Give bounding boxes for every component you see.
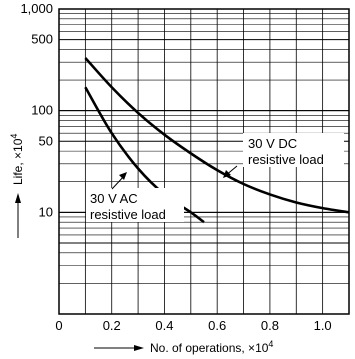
x-axis-arrow — [94, 345, 144, 351]
y-axis-label: Life, ×104 — [9, 134, 25, 185]
y-tick-label: 1,000 — [20, 1, 53, 16]
y-tick-label: 50 — [39, 133, 53, 148]
dc-label-line2: resistive load — [248, 152, 324, 167]
y-tick-label: 500 — [31, 32, 53, 47]
x-axis-label: No. of operations, ×104 — [150, 339, 273, 355]
y-tick-label: 10 — [39, 204, 53, 219]
y-axis-arrow — [15, 193, 21, 238]
series-line-dc — [84, 57, 350, 214]
x-tick-labels: 0 0.2 0.4 0.6 0.8 1.0 — [55, 318, 331, 333]
curves — [84, 57, 350, 224]
x-axis-label-exponent: 4 — [268, 339, 273, 349]
y-tick-label: 100 — [31, 103, 53, 118]
y-axis-label-text: Life, ×10 — [11, 138, 25, 185]
dc-annotation: 30 V DC resistive load — [223, 133, 344, 178]
y-axis-label-exponent: 4 — [9, 134, 19, 139]
x-tick-label: 0.2 — [103, 318, 121, 333]
svg-text:Life, ×104: Life, ×104 — [9, 134, 25, 185]
x-tick-label: 0.6 — [208, 318, 226, 333]
ac-label-line1: 30 V AC — [90, 191, 138, 206]
x-axis-label-text: No. of operations, ×10 — [150, 341, 269, 355]
dc-label-line1: 30 V DC — [248, 136, 297, 151]
series-line-ac — [84, 86, 205, 224]
ac-annotation: 30 V AC resistive load — [86, 172, 184, 222]
y-tick-labels: 10 50 100 500 1,000 — [20, 1, 53, 219]
ac-label-line2: resistive load — [90, 207, 166, 222]
x-tick-label: 0.4 — [155, 318, 173, 333]
x-tick-label: 0 — [55, 318, 62, 333]
plot-frame — [58, 8, 350, 315]
x-tick-label: 0.8 — [261, 318, 279, 333]
x-tick-label: 1.0 — [314, 318, 332, 333]
